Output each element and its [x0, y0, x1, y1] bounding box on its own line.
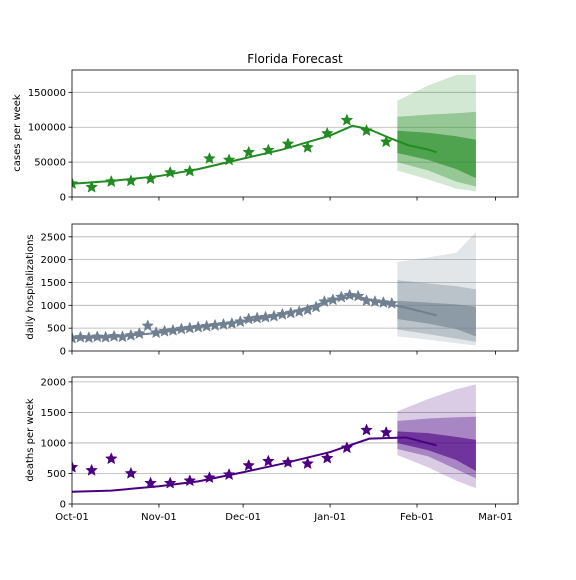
data-point — [385, 296, 399, 309]
data-point — [301, 457, 314, 470]
x-tick-label: Mar-01 — [478, 512, 513, 523]
y-tick-label: 1000 — [41, 301, 66, 312]
y-axis-label-hospitalizations: daily hospitalizations — [25, 234, 36, 339]
chart-title: Florida Forecast — [247, 52, 343, 66]
x-tick-label: Oct-01 — [55, 512, 89, 523]
data-point — [351, 289, 365, 302]
data-point — [343, 288, 357, 301]
data-point — [379, 135, 393, 148]
data-point — [301, 140, 314, 153]
data-point — [326, 293, 340, 306]
data-point — [85, 463, 98, 476]
data-point — [144, 476, 157, 489]
data-point — [281, 137, 295, 150]
forecast-band-3 — [397, 130, 476, 179]
data-point — [360, 423, 373, 436]
data-point — [301, 303, 314, 316]
data-point — [360, 124, 373, 137]
data-point — [309, 300, 323, 313]
data-point — [132, 326, 146, 340]
data-point — [242, 145, 256, 158]
data-point — [203, 151, 216, 164]
x-tick-label: Feb-01 — [400, 512, 434, 523]
panel-hospitalizations: daily hospitalizations 0 500 1000 1500 2000 2… — [25, 223, 519, 358]
data-point — [379, 425, 393, 438]
y-tick-label: 100000 — [28, 123, 66, 134]
data-point — [90, 330, 104, 343]
data-point — [233, 315, 247, 328]
data-point — [144, 172, 157, 185]
y-tick-label: 1000 — [41, 438, 66, 449]
data-point — [368, 295, 382, 308]
axes-frame — [71, 223, 519, 352]
axes-frame — [71, 69, 519, 198]
x-tick-label: Nov-01 — [141, 512, 177, 523]
y-tick-label: 0 — [60, 347, 66, 358]
data-point — [124, 466, 138, 479]
y-tick-label: 0 — [60, 500, 66, 511]
data-point — [320, 451, 334, 464]
panel-cases: cases per week 0 50000 100000 150000 — [12, 69, 519, 204]
panel-deaths: deaths per week 0 500 1000 1500 2000 Oct-01 No… — [25, 376, 519, 523]
data-point — [340, 441, 354, 454]
data-point — [124, 174, 138, 187]
data-point — [183, 474, 197, 487]
y-tick-label: 0 — [60, 193, 66, 204]
data-point — [360, 294, 373, 307]
fit-line — [72, 436, 437, 493]
data-point — [225, 316, 239, 329]
data-point — [340, 113, 354, 126]
y-tick-label: 150000 — [28, 88, 66, 99]
data-point — [292, 305, 306, 318]
data-point — [104, 175, 118, 188]
data-point — [141, 319, 155, 332]
data-point — [163, 476, 177, 489]
data-point — [320, 126, 334, 139]
x-tick-label: Dec-01 — [225, 512, 261, 523]
data-point — [104, 452, 118, 465]
data-point — [281, 455, 295, 468]
data-point — [242, 458, 256, 471]
y-tick-label: 1500 — [41, 408, 66, 419]
plot-area — [72, 74, 476, 193]
data-point — [183, 164, 197, 177]
data-point — [222, 153, 236, 166]
data-point — [262, 143, 275, 156]
y-tick-label: 2500 — [41, 232, 66, 243]
axes-frame — [71, 376, 519, 505]
y-tick-label: 1500 — [41, 278, 66, 289]
data-point — [203, 471, 216, 484]
y-tick-label: 2000 — [41, 255, 66, 266]
data-point — [222, 468, 236, 481]
data-point — [74, 330, 87, 343]
y-tick-label: 500 — [47, 469, 66, 480]
data-point — [85, 180, 98, 193]
x-tick-label: Jan-01 — [313, 512, 346, 523]
data-point — [262, 454, 275, 467]
y-tick-label: 500 — [47, 324, 66, 335]
data-point — [72, 460, 79, 473]
data-point — [377, 295, 390, 308]
plot-area — [72, 232, 476, 346]
data-point — [163, 165, 177, 178]
y-tick-label: 2000 — [41, 377, 66, 388]
plot-area — [72, 384, 476, 493]
y-axis-label-deaths: deaths per week — [25, 398, 36, 482]
y-axis-label-cases: cases per week — [12, 94, 23, 172]
data-point — [72, 177, 79, 190]
data-point — [107, 329, 121, 342]
y-tick-label: 50000 — [34, 158, 66, 169]
